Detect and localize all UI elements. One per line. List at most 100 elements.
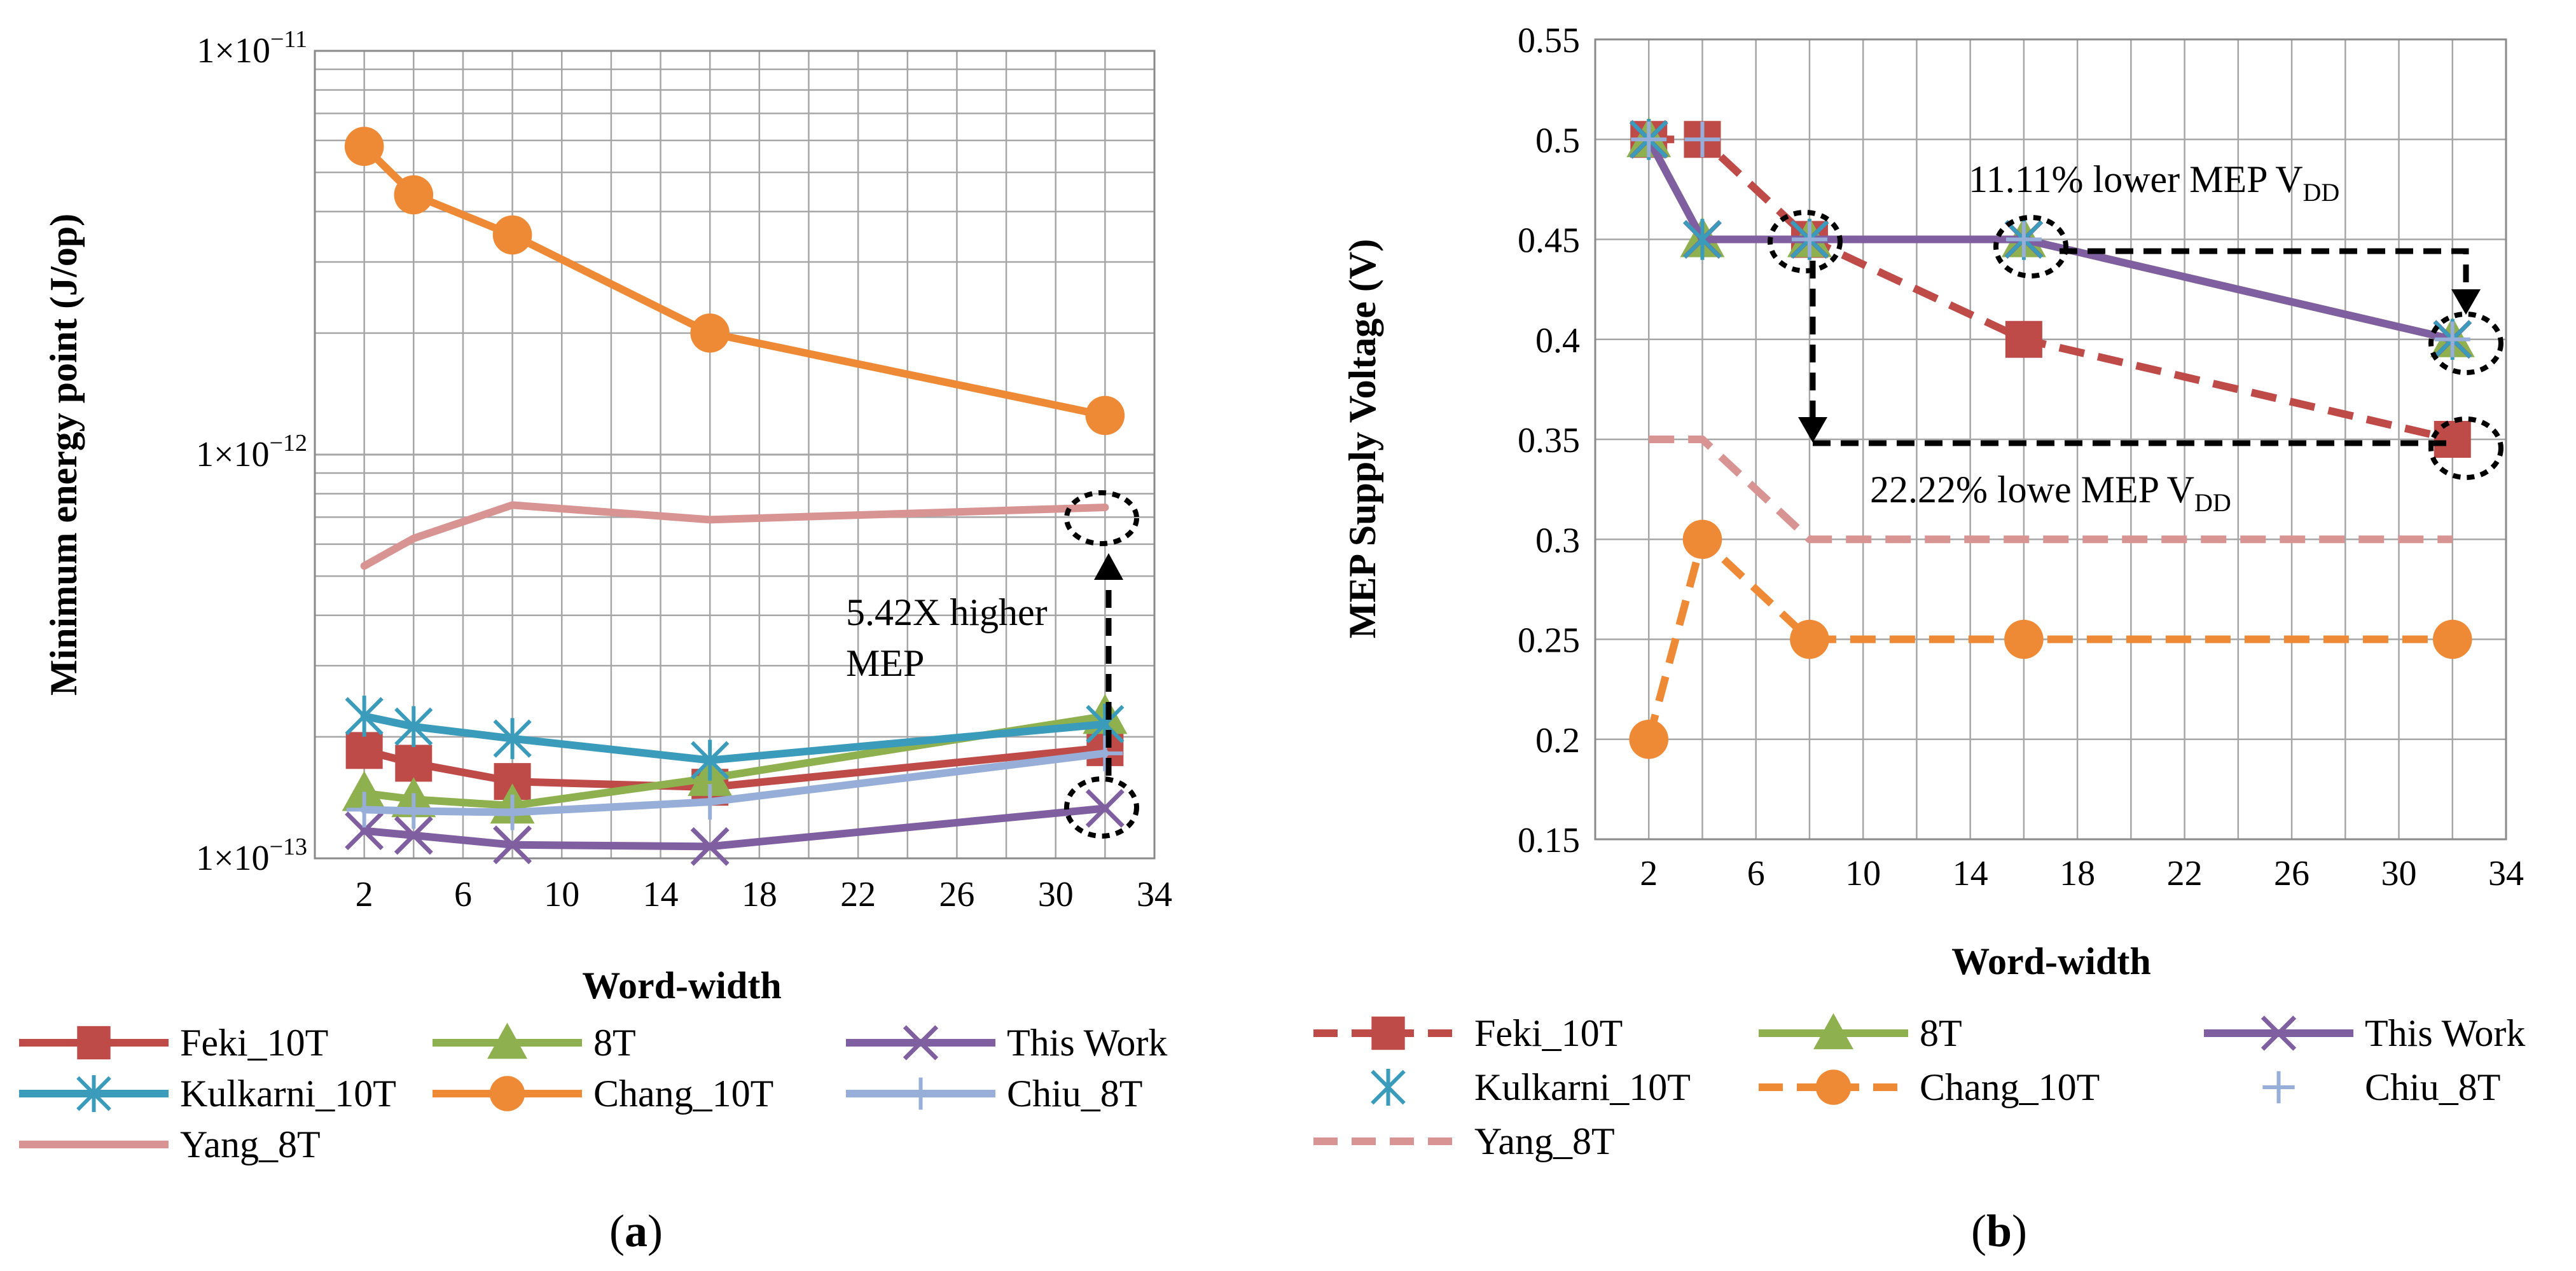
- chart-b-y-tick-8: 0.55: [1518, 21, 1580, 60]
- chart-a-legend-item-yang-8t: Yang_8T: [19, 1123, 321, 1165]
- chart-b: 0.150.20.250.30.350.40.450.50.55 2 6 10 14 1…: [1313, 21, 2525, 1256]
- chart-b-legend: Feki_10T 8T This Work Kulkarni_10T Chang_10T…: [1313, 1012, 2525, 1162]
- chart-a-point-kulkarni-10t-16: [691, 739, 730, 781]
- chart-a-x-tick-7: 30: [1038, 875, 1074, 914]
- chart-b-series: [1626, 117, 2475, 759]
- chart-a-y-tick-2: 1×10−13: [196, 834, 307, 878]
- chart-a-point-this-work-16: [690, 827, 730, 866]
- chart-a-annotation-line2: MEP: [846, 642, 924, 684]
- chart-a-panel-letter: a: [625, 1206, 647, 1256]
- chart-b-legend-item-chang-10t: Chang_10T: [1759, 1066, 2100, 1108]
- chart-b-series-yang-8t: [1649, 436, 2453, 544]
- chart-b-x-tick-1: 6: [1747, 854, 1765, 893]
- chart-a-legend-label-kulkarni-10t: Kulkarni_10T: [180, 1073, 396, 1115]
- chart-b-x-tick-labels: 2 6 10 14 18 22 26 30 34: [1640, 854, 2524, 893]
- chart-b-x-tick-8: 34: [2488, 854, 2524, 893]
- chart-b-highlight-circle-16: [1993, 215, 2068, 278]
- chart-a-legend-label-this-work: This Work: [1007, 1022, 1167, 1064]
- chart-b-point-feki-10t-32: [2434, 421, 2471, 458]
- chart-a-legend-marker-this-work: [903, 1025, 939, 1061]
- chart-a-point-feki-10t-4: [395, 745, 433, 782]
- chart-a-line-yang-8t: [360, 501, 1109, 570]
- chart-b-annotations: 11.11% lower MEP VDD 22.22% lowe MEP VDD: [1768, 158, 2503, 517]
- chart-b-legend-item-yang-8t: Yang_8T: [1313, 1120, 1615, 1162]
- chart-a-series-chang-10t: [344, 127, 1125, 436]
- chart-a-annotation: 5.42X higher MEP: [846, 490, 1139, 839]
- chart-a-highlight-circle-bottom: [1064, 776, 1139, 839]
- chart-b-legend-label-8t: 8T: [1920, 1012, 1962, 1054]
- chart-a-legend-label-feki-10t: Feki_10T: [180, 1022, 328, 1064]
- chart-a-series-this-work: [345, 788, 1125, 866]
- chart-b-legend-label-chiu-8t: Chiu_8T: [2365, 1066, 2500, 1108]
- chart-a-point-chang-10t-2: [344, 127, 384, 167]
- chart-b-y-tick-6: 0.45: [1518, 221, 1580, 261]
- chart-b-x-tick-2: 10: [1845, 854, 1881, 893]
- chart-a-legend-item-this-work: This Work: [846, 1022, 1167, 1064]
- chart-b-point-chiu-8t-4: [1684, 121, 1721, 158]
- chart-a-y-tick-1: 1×10−12: [196, 430, 307, 474]
- chart-a-legend-label-yang-8t: Yang_8T: [180, 1123, 321, 1165]
- chart-a-legend-label-8t: 8T: [593, 1022, 636, 1064]
- chart-b-legend-item-chiu-8t: Chiu_8T: [2262, 1066, 2500, 1108]
- chart-b-point-feki-10t-16: [2005, 320, 2042, 358]
- chart-b-point-chiu-8t-8: [1791, 221, 1827, 258]
- chart-a-line-chang-10t: [360, 142, 1109, 420]
- chart-a-legend-marker-kulkarni-10t: [76, 1075, 111, 1112]
- chart-a-legend-item-8t: 8T: [433, 1022, 636, 1064]
- chart-b-legend-item-this-work: This Work: [2204, 1012, 2525, 1054]
- chart-b-line-chang-10t: [1645, 535, 2453, 741]
- chart-a-x-tick-4: 18: [742, 875, 777, 914]
- chart-a-legend-marker-8t: [487, 1022, 527, 1059]
- chart-b-y-tick-3: 0.3: [1535, 521, 1580, 560]
- chart-a-point-this-work-8: [493, 825, 532, 865]
- chart-a-point-this-work-2: [345, 811, 384, 851]
- chart-b-x-tick-6: 26: [2274, 854, 2309, 893]
- chart-a: 1×10−111×10−121×10−13 2 6 10 14 18 22 26 30 34 W…: [19, 26, 1172, 1256]
- chart-a-series-yang-8t: [360, 501, 1109, 570]
- chart-a-legend-label-chiu-8t: Chiu_8T: [1007, 1073, 1142, 1115]
- chart-b-legend-marker-8t: [1813, 1013, 1853, 1050]
- chart-a-point-chiu-8t-2: [346, 792, 382, 828]
- chart-b-x-tick-4: 18: [2060, 854, 2095, 893]
- chart-a-legend-label-chang-10t: Chang_10T: [593, 1073, 773, 1115]
- chart-b-legend-marker-this-work: [2261, 1015, 2297, 1051]
- chart-a-x-tick-6: 26: [939, 875, 974, 914]
- chart-b-arrow1-path: [2060, 248, 2469, 292]
- chart-a-point-8t-2: [342, 771, 387, 811]
- chart-b-series-chang-10t: [1629, 519, 2472, 759]
- chart-b-point-kulkarni-10t-4: [1683, 219, 1722, 260]
- chart-b-legend-label-feki-10t: Feki_10T: [1474, 1012, 1623, 1054]
- chart-b-highlight-circle-32-top: [2428, 312, 2503, 375]
- chart-b-point-chang-10t-16: [2004, 619, 2044, 659]
- chart-b-x-tick-5: 22: [2167, 854, 2203, 893]
- chart-b-legend-item-8t: 8T: [1759, 1012, 1962, 1054]
- chart-b-legend-marker-feki-10t: [1371, 1016, 1405, 1050]
- chart-b-legend-marker-kulkarni-10t: [1371, 1069, 1406, 1106]
- chart-a-x-tick-8: 34: [1137, 875, 1172, 914]
- chart-b-legend-marker-chiu-8t: [2262, 1071, 2295, 1104]
- chart-a-series: [342, 127, 1128, 866]
- chart-b-y-tick-1: 0.2: [1535, 721, 1580, 760]
- chart-b-point-chiu-8t-2: [1631, 121, 1667, 158]
- chart-b-highlight-circle-32-bottom: [2428, 416, 2503, 480]
- chart-b-point-chiu-8t-32: [2434, 321, 2470, 357]
- chart-a-legend-item-feki-10t: Feki_10T: [19, 1022, 328, 1064]
- chart-b-legend-label-yang-8t: Yang_8T: [1474, 1120, 1615, 1162]
- chart-a-legend-marker-chiu-8t: [904, 1077, 937, 1110]
- chart-b-point-chang-10t-8: [1790, 619, 1829, 659]
- chart-b-legend-label-chang-10t: Chang_10T: [1920, 1066, 2100, 1108]
- chart-a-point-this-work-4: [394, 816, 433, 855]
- chart-b-legend-item-feki-10t: Feki_10T: [1313, 1012, 1623, 1054]
- chart-a-legend: Feki_10T 8T This Work Kulkarni_10T Chang_10T…: [19, 1022, 1167, 1165]
- chart-b-y-tick-7: 0.5: [1535, 121, 1580, 160]
- chart-a-annotation-line1: 5.42X higher: [846, 591, 1048, 633]
- chart-b-panel-letter: b: [1986, 1206, 2012, 1256]
- chart-a-point-chiu-8t-8: [494, 794, 530, 830]
- chart-a-point-feki-10t-2: [345, 732, 383, 769]
- chart-a-point-kulkarni-10t-8: [493, 718, 532, 759]
- chart-a-x-tick-1: 6: [454, 875, 472, 914]
- chart-a-y-tick-labels: 1×10−11 1×10−12 1×10−13: [196, 26, 307, 878]
- chart-b-legend-label-kulkarni-10t: Kulkarni_10T: [1474, 1066, 1691, 1108]
- chart-b-highlight-circle-8: [1768, 210, 1843, 273]
